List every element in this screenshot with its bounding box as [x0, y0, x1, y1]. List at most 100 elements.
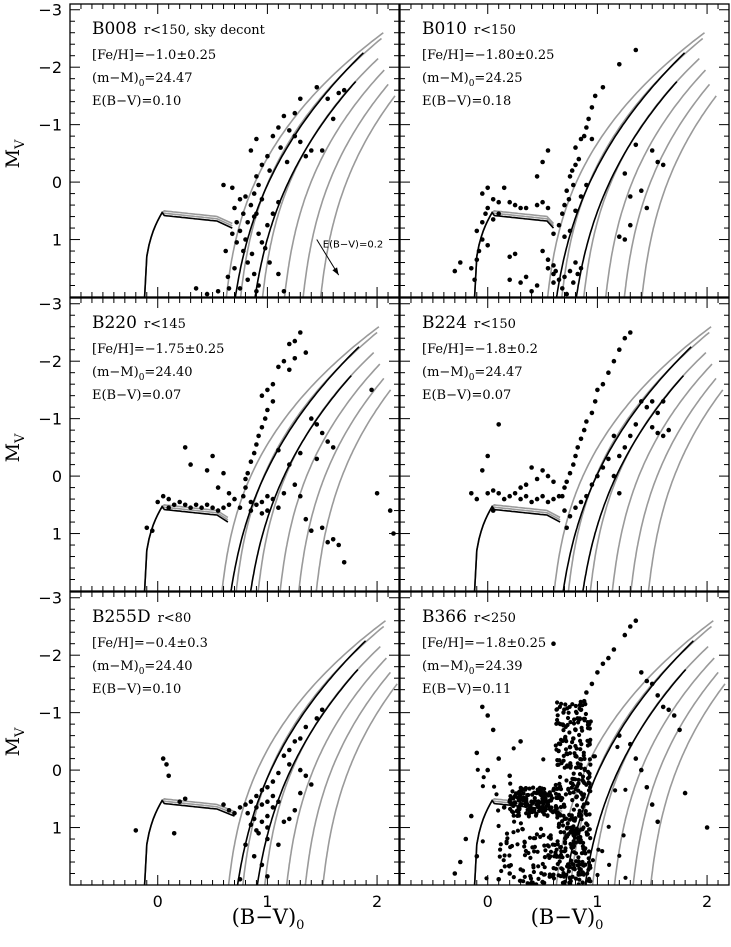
star-point [303, 350, 309, 355]
star-point [563, 816, 569, 821]
star-point [512, 491, 518, 496]
star-point [480, 704, 485, 710]
star-point [496, 808, 501, 813]
star-point [615, 744, 620, 750]
star-point [677, 727, 682, 733]
star-point [248, 508, 254, 513]
star-point [251, 271, 257, 277]
star-point [259, 819, 265, 825]
star-point [553, 782, 558, 788]
star-point [573, 208, 578, 214]
star-point [567, 174, 573, 179]
star-point [617, 853, 622, 858]
horizontal-branch [143, 211, 233, 297]
panel-name: B255D [92, 607, 151, 627]
star-point [574, 831, 579, 837]
star-point [496, 422, 502, 427]
star-point [562, 839, 568, 844]
star-point [529, 289, 534, 294]
star-point [507, 871, 512, 876]
star-point [639, 188, 644, 193]
y-axis-label-subscript: V [13, 433, 28, 444]
star-point [237, 505, 243, 511]
star-point [580, 880, 585, 885]
dm-label: (m−M) [92, 71, 139, 86]
star-point [551, 641, 556, 646]
star-point [511, 803, 516, 809]
dm-value: =24.40 [144, 659, 192, 674]
star-point [571, 843, 577, 849]
star-point [585, 822, 590, 828]
star-point [474, 496, 480, 502]
star-point [567, 704, 572, 710]
dm-value: =24.25 [474, 71, 522, 86]
y-axis-label: MV [2, 433, 28, 462]
star-point [633, 422, 639, 427]
star-point [574, 803, 580, 808]
star-point [571, 736, 576, 741]
star-point [564, 778, 569, 783]
isochrone-grey [302, 83, 389, 297]
x-tick-label: 2 [702, 892, 712, 911]
isochrone-grey [649, 683, 726, 885]
star-point [587, 726, 592, 731]
star-point [254, 289, 259, 294]
star-point [649, 425, 655, 430]
star-point [485, 491, 491, 496]
star-point [575, 271, 580, 277]
star-point [511, 813, 516, 818]
star-point [531, 785, 536, 790]
star-point [551, 263, 556, 268]
star-point [150, 528, 155, 533]
star-point [557, 859, 562, 864]
panel-distance-modulus: (m−M)0=24.47 [92, 71, 193, 89]
panel-B008: −3 −2 −1 0 1 MV B008 r<150, sky decont [Fe/H]=−1… [2, 1, 400, 298]
star-point [540, 248, 545, 254]
star-point [480, 839, 485, 844]
star-point [505, 836, 510, 841]
star-point [529, 465, 534, 470]
star-point [551, 872, 556, 877]
star-point [259, 862, 265, 868]
star-point [472, 277, 477, 283]
star-point [533, 836, 538, 841]
star-point [542, 791, 547, 796]
star-point [564, 826, 570, 831]
star-point [628, 222, 633, 228]
star-point [177, 799, 182, 804]
star-point [276, 199, 281, 205]
star-point [566, 869, 572, 874]
panel-plot-area [452, 32, 717, 297]
star-point [532, 796, 537, 801]
star-point [259, 425, 265, 430]
star-point [243, 237, 248, 242]
star-point [576, 788, 581, 793]
star-point [573, 162, 578, 168]
star-point [215, 289, 221, 294]
star-point [660, 704, 666, 710]
star-point [480, 784, 485, 789]
star-point [502, 864, 507, 869]
star-point [243, 476, 248, 482]
star-point [292, 133, 298, 139]
star-point [507, 797, 513, 802]
star-point [581, 793, 586, 798]
fiducial-black [582, 375, 685, 591]
star-point [265, 387, 270, 393]
star-point [584, 419, 589, 424]
star-point [325, 439, 331, 444]
star-point [182, 502, 188, 508]
star-point [226, 286, 232, 291]
star-point [512, 202, 518, 208]
star-point [230, 185, 235, 191]
star-point [704, 825, 710, 830]
panel-title: B010 r<150 [422, 19, 516, 39]
star-point [298, 767, 303, 773]
horizontal-branch [143, 798, 235, 885]
star-point [557, 821, 562, 826]
star-point [243, 194, 248, 199]
star-point [177, 499, 182, 505]
star-point [523, 482, 529, 488]
star-point [508, 781, 513, 786]
panel-ebv: E(B−V)=0.10 [92, 94, 181, 109]
